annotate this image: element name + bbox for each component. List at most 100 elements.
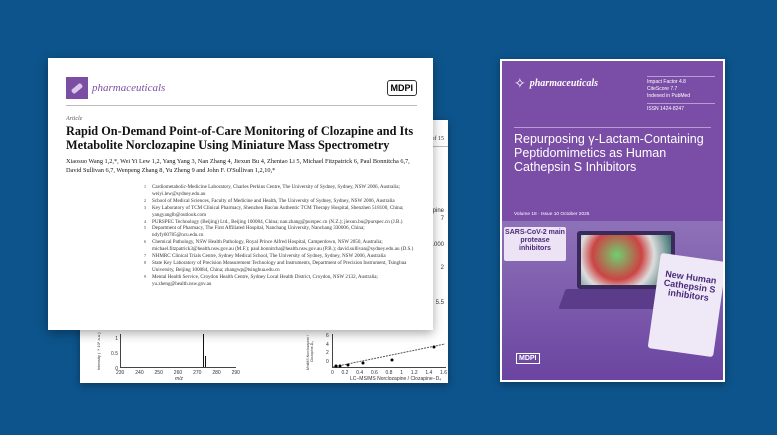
ytick: 1 <box>115 336 118 342</box>
chart2-axes <box>332 334 446 368</box>
ytick: 2 <box>326 350 329 356</box>
affiliation-text: School of Medical Sciences, Faculty of M… <box>152 197 395 204</box>
fragment: pine <box>432 208 444 214</box>
calibration-plot <box>332 343 446 368</box>
ytick: 6 <box>326 333 329 339</box>
article-type: Article <box>66 116 83 122</box>
fragment: 1000 <box>430 242 444 248</box>
notepad-label: New Human Cathepsin S inhibitors <box>647 252 723 358</box>
pill-logo-icon <box>66 76 88 99</box>
article-first-page: pharmaceuticals MDPI Article Rapid On-De… <box>48 58 433 330</box>
spectrum-peak <box>203 334 204 367</box>
xtick: 0.4 <box>356 370 364 376</box>
data-point <box>361 361 365 365</box>
affiliation-text: Cardiometabolic-Medicine Laboratory, Cha… <box>152 184 400 197</box>
page-number: 5 of 15 <box>427 136 444 142</box>
affiliation: 1 Cardiometabolic-Medicine Laboratory, Ch… <box>144 184 417 198</box>
affiliation-number: 6 <box>144 239 146 245</box>
xtick: 0 <box>331 370 334 376</box>
ytick: 0.5 <box>111 351 118 357</box>
affiliation: 7 NHMRC Clinical Trials Centre, Sydney Me… <box>144 253 417 260</box>
fragment: 2 <box>440 265 444 271</box>
xtick: 0.6 <box>370 370 378 376</box>
affiliation: 5 Department of Pharmacy, The First Affil… <box>144 225 417 239</box>
figure-charts: Intensity (×10⁵ a.u.) 1 0.5 0 230 240 250 2… <box>80 332 448 383</box>
sars-label: SARS-CoV-2 main protease inhibitors <box>504 227 566 261</box>
affiliation-number: 4 <box>144 218 146 224</box>
xtick: 1.2 <box>410 370 418 376</box>
xtick: 0.8 <box>385 370 393 376</box>
xtick: 230 <box>116 370 125 376</box>
xtick: 260 <box>173 370 183 376</box>
xtick: 240 <box>135 370 144 376</box>
impact-factor: Impact Factor 4.8 <box>647 79 686 85</box>
chart2-ylabel: MiniMS Norclozapine / Clozapine-D₄ <box>306 334 314 370</box>
article-title: Rapid On-Demand Point-of-Care Monitoring… <box>66 124 414 152</box>
data-point <box>334 364 338 368</box>
fragment: 5.5 <box>435 300 444 306</box>
data-point <box>390 358 394 362</box>
data-point <box>338 364 342 368</box>
affiliation-number: 3 <box>144 204 146 210</box>
cover-publisher-logo: MDPI <box>516 353 540 364</box>
affiliation-number: 9 <box>144 273 146 279</box>
protein-structure-image <box>581 235 671 285</box>
xtick: 1.6 <box>440 370 447 376</box>
cover-title: Repurposing γ-Lactam-Containing Peptidom… <box>514 132 704 174</box>
journal-header: pharmaceuticals MDPI <box>66 76 417 106</box>
xtick: 1 <box>400 370 403 376</box>
indexed: Indexed in PubMed <box>647 93 691 99</box>
laptop-image <box>577 231 675 289</box>
affiliation-text: Chemical Pathology, NSW Health Pathology… <box>152 239 414 253</box>
affiliation: 9 Mental Health Service, Croydon Health C… <box>144 273 417 288</box>
citescore: CiteScore 7.7 <box>647 86 678 92</box>
affiliation-text: Department of Pharmacy, The First Affili… <box>152 225 365 239</box>
ytick: 0 <box>115 366 118 372</box>
pill-logo-icon: ✧ <box>514 75 526 91</box>
data-point <box>346 363 350 367</box>
affiliation-text: Mental Health Service, Croydon Health Ce… <box>152 273 378 287</box>
fit-line <box>332 343 446 368</box>
affiliation-text: PURSPEC Technology (Beijing) Ltd., Beiji… <box>152 218 403 225</box>
journal-name: pharmaceuticals <box>92 81 166 94</box>
ytick: 0 <box>326 358 329 365</box>
xtick: 290 <box>231 370 240 376</box>
journal-logo: pharmaceuticals <box>66 76 166 99</box>
author-list: Xiaosuo Wang 1,2,*, Wei Yi Lew 1,2, Yang… <box>66 158 410 174</box>
xtick: 250 <box>154 370 163 376</box>
affiliation-text: State Key Laboratory of Precision Measur… <box>152 259 407 273</box>
cover-logo: ✧ pharmaceuticals <box>514 75 598 92</box>
xtick: 280 <box>212 370 221 376</box>
affiliation: 3 Key Laboratory of TCM Clinical Pharmacy… <box>144 204 417 219</box>
data-point <box>432 345 436 349</box>
affiliation: 8 State Key Laboratory of Precision Measu… <box>144 259 417 274</box>
xtick: 0.2 <box>341 370 349 376</box>
xtick: 270 <box>193 370 202 376</box>
volume-issue: Volume 18 · Issue 10 October 2025 <box>514 212 590 217</box>
affiliation-number: 2 <box>144 197 146 203</box>
ytick: 4 <box>326 341 329 348</box>
spectrum-peak <box>205 356 206 367</box>
affiliation-list: 1 Cardiometabolic-Medicine Laboratory, Ch… <box>144 184 417 288</box>
publisher-logo: MDPI <box>386 79 417 96</box>
affiliation-number: 1 <box>144 184 146 189</box>
cover-journal-name: pharmaceuticals <box>529 78 599 89</box>
issn: ISSN 1424-8247 <box>647 103 715 113</box>
cover-metrics: Impact Factor 4.8 CiteScore 7.7 Indexed … <box>647 76 715 113</box>
chart1-xlabel: m/z <box>175 376 184 382</box>
affiliation: 6 Chemical Pathology, NSW Health Patholog… <box>144 239 417 253</box>
divider <box>514 127 711 128</box>
xtick: 1.4 <box>425 370 433 376</box>
chart1-ylabel: Intensity (×10⁵ a.u.) <box>96 332 101 370</box>
affiliation-number: 5 <box>144 225 146 231</box>
chart2-xlabel: LC−MS/MS Norclozapine / Clozapine−D₄ <box>350 376 442 382</box>
cover-illustration: SARS-CoV-2 main protease inhibitors New … <box>502 221 723 380</box>
chart1-axes <box>120 334 236 368</box>
affiliation: 4 PURSPEC Technology (Beijing) Ltd., Beij… <box>144 218 417 226</box>
fragment: 7 <box>440 216 444 222</box>
affiliation-number: 7 <box>144 253 146 259</box>
header-rule <box>428 146 448 147</box>
affiliation-text: Key Laboratory of TCM Clinical Pharmacy,… <box>152 204 404 218</box>
affiliation-text: NHMRC Clinical Trials Centre, Sydney Med… <box>152 253 386 260</box>
journal-cover[interactable]: ✧ pharmaceuticals Impact Factor 4.8 Cite… <box>500 59 725 382</box>
